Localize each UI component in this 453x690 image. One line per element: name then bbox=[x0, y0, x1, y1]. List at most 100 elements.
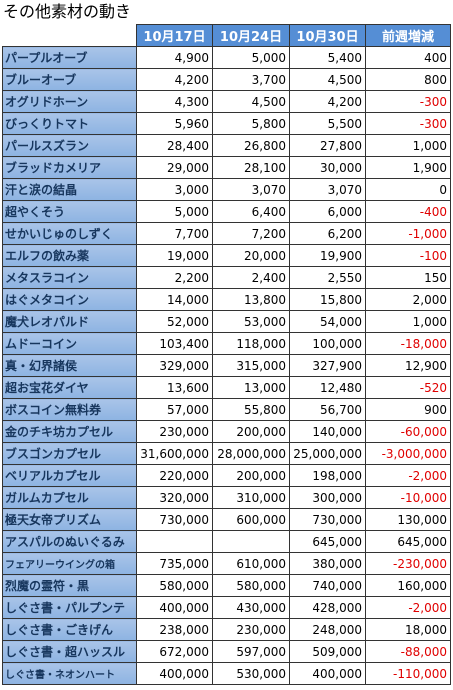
price-cell: 4,500 bbox=[289, 68, 366, 91]
table-row: ムドーコイン 103,400 118,000 100,000 -18,000 bbox=[2, 332, 451, 355]
table-row: しぐさ書・ごきげん 238,000 230,000 248,000 18,000 bbox=[2, 618, 451, 641]
item-name: ボスコイン無料券 bbox=[2, 398, 137, 421]
price-cell: 13,000 bbox=[212, 376, 290, 399]
price-cell: 2,400 bbox=[212, 266, 290, 289]
price-cell: 5,960 bbox=[136, 112, 213, 135]
price-cell: 430,000 bbox=[212, 596, 290, 619]
price-cell: 160,000 bbox=[365, 574, 451, 597]
price-cell: 5,000 bbox=[136, 200, 213, 223]
price-cell: 200,000 bbox=[212, 420, 290, 443]
price-cell: 57,000 bbox=[136, 398, 213, 421]
price-cell: 735,000 bbox=[136, 552, 213, 575]
price-cell: -1,000 bbox=[365, 222, 451, 245]
table-row: 烈魔の霊符・黒 580,000 580,000 740,000 160,000 bbox=[2, 574, 451, 597]
page-title: その他素材の動き bbox=[3, 2, 132, 21]
price-cell: 400,000 bbox=[289, 662, 366, 685]
price-cell: 52,000 bbox=[136, 310, 213, 333]
price-cell: 0 bbox=[365, 178, 451, 201]
price-cell: 12,900 bbox=[365, 354, 451, 377]
price-cell: 730,000 bbox=[289, 508, 366, 531]
table-row: はぐメタコイン 14,000 13,800 15,800 2,000 bbox=[2, 288, 451, 311]
table-row: エルフの飲み薬 19,000 20,000 19,900 -100 bbox=[2, 244, 451, 267]
item-name: 金のチキ坊カプセル bbox=[2, 420, 137, 443]
price-cell: 130,000 bbox=[365, 508, 451, 531]
price-cell: -110,000 bbox=[365, 662, 451, 685]
price-cell: 100,000 bbox=[289, 332, 366, 355]
price-cell: 672,000 bbox=[136, 640, 213, 663]
price-cell: 26,800 bbox=[212, 134, 290, 157]
price-cell: 6,200 bbox=[289, 222, 366, 245]
price-cell: -2,000 bbox=[365, 464, 451, 487]
table-body: パープルオーブ 4,900 5,000 5,400 400 ブルーオーブ 4,200 3,70… bbox=[2, 46, 451, 685]
table-row: オグリドホーン 4,300 4,500 4,200 -300 bbox=[2, 90, 451, 113]
header-cell: 10月24日 bbox=[212, 24, 290, 47]
table-row: ベリアルカプセル 220,000 200,000 198,000 -2,000 bbox=[2, 464, 451, 487]
price-cell: 5,400 bbox=[289, 46, 366, 69]
item-name: ブルーオーブ bbox=[2, 68, 137, 91]
price-cell: 315,000 bbox=[212, 354, 290, 377]
item-name: パールスズラン bbox=[2, 134, 137, 157]
price-cell: 310,000 bbox=[212, 486, 290, 509]
item-name: はぐメタコイン bbox=[2, 288, 137, 311]
table-row: ガルムカプセル 320,000 310,000 300,000 -10,000 bbox=[2, 486, 451, 509]
price-cell: 400,000 bbox=[136, 662, 213, 685]
price-cell: 31,600,000 bbox=[136, 442, 213, 465]
price-cell: -88,000 bbox=[365, 640, 451, 663]
price-cell: 6,000 bbox=[289, 200, 366, 223]
price-cell: -400 bbox=[365, 200, 451, 223]
price-cell: 3,700 bbox=[212, 68, 290, 91]
table-row: パープルオーブ 4,900 5,000 5,400 400 bbox=[2, 46, 451, 69]
price-cell: 4,900 bbox=[136, 46, 213, 69]
price-cell: 400,000 bbox=[136, 596, 213, 619]
table-row: びっくりトマト 5,960 5,800 5,500 -300 bbox=[2, 112, 451, 135]
price-cell: 800 bbox=[365, 68, 451, 91]
price-cell: 400 bbox=[365, 46, 451, 69]
table-row: フェアリーウイングの箱 735,000 610,000 380,000 -230,000 bbox=[2, 552, 451, 575]
item-name: 超やくそう bbox=[2, 200, 137, 223]
table-row: 超お宝花ダイヤ 13,600 13,000 12,480 -520 bbox=[2, 376, 451, 399]
price-cell: 4,200 bbox=[136, 68, 213, 91]
table-row: しぐさ書・超ハッスル 672,000 597,000 509,000 -88,000 bbox=[2, 640, 451, 663]
price-cell: -520 bbox=[365, 376, 451, 399]
price-cell: 2,550 bbox=[289, 266, 366, 289]
table-row: パールスズラン 28,400 26,800 27,800 1,000 bbox=[2, 134, 451, 157]
price-cell: -300 bbox=[365, 90, 451, 113]
price-cell: 580,000 bbox=[212, 574, 290, 597]
price-cell: 150 bbox=[365, 266, 451, 289]
table-row: メタスラコイン 2,200 2,400 2,550 150 bbox=[2, 266, 451, 289]
table-row: ブルーオーブ 4,200 3,700 4,500 800 bbox=[2, 68, 451, 91]
item-name: 魔犬レオパルド bbox=[2, 310, 137, 333]
price-cell: 103,400 bbox=[136, 332, 213, 355]
price-cell: 28,400 bbox=[136, 134, 213, 157]
price-cell: -10,000 bbox=[365, 486, 451, 509]
price-cell: -100 bbox=[365, 244, 451, 267]
price-cell: 118,000 bbox=[212, 332, 290, 355]
price-cell bbox=[136, 530, 213, 553]
price-cell: 597,000 bbox=[212, 640, 290, 663]
price-cell: 12,480 bbox=[289, 376, 366, 399]
price-cell: 230,000 bbox=[212, 618, 290, 641]
price-cell: 25,000,000 bbox=[289, 442, 366, 465]
price-cell: 740,000 bbox=[289, 574, 366, 597]
price-cell: 730,000 bbox=[136, 508, 213, 531]
item-name: ガルムカプセル bbox=[2, 486, 137, 509]
price-cell: 6,400 bbox=[212, 200, 290, 223]
table-row: ブラッドカメリア 29,000 28,100 30,000 1,900 bbox=[2, 156, 451, 179]
price-cell: 30,000 bbox=[289, 156, 366, 179]
price-cell: 19,000 bbox=[136, 244, 213, 267]
price-cell: 7,200 bbox=[212, 222, 290, 245]
price-cell: 220,000 bbox=[136, 464, 213, 487]
item-name: 烈魔の霊符・黒 bbox=[2, 574, 137, 597]
price-cell: 200,000 bbox=[212, 464, 290, 487]
table-row: 金のチキ坊カプセル 230,000 200,000 140,000 -60,000 bbox=[2, 420, 451, 443]
price-cell: 238,000 bbox=[136, 618, 213, 641]
price-cell: 13,600 bbox=[136, 376, 213, 399]
price-cell: -60,000 bbox=[365, 420, 451, 443]
item-name: ブラッドカメリア bbox=[2, 156, 137, 179]
price-cell: 28,100 bbox=[212, 156, 290, 179]
item-name: せかいじゅのしずく bbox=[2, 222, 137, 245]
price-cell: -230,000 bbox=[365, 552, 451, 575]
price-cell: 329,000 bbox=[136, 354, 213, 377]
price-cell: 56,700 bbox=[289, 398, 366, 421]
price-cell: 5,500 bbox=[289, 112, 366, 135]
